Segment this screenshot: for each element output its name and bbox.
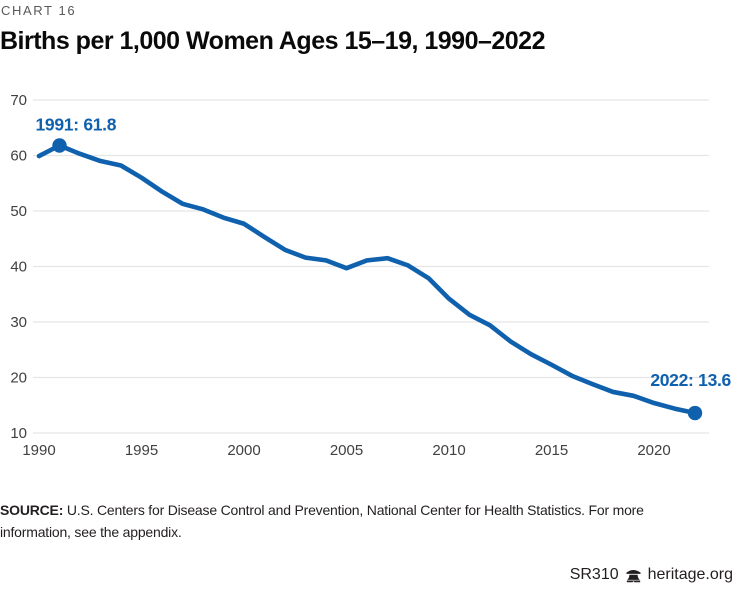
x-tick-label: 2010 xyxy=(432,442,465,459)
annotation-label: 1991: 61.8 xyxy=(36,115,117,135)
report-footer: SR310 heritage.org xyxy=(570,566,733,584)
trend-line xyxy=(36,143,698,416)
x-tick-label: 2020 xyxy=(637,442,670,459)
chart-number-label: CHART 16 xyxy=(1,3,77,18)
y-tick-label: 30 xyxy=(10,314,27,331)
x-tick-label: 1990 xyxy=(22,442,55,459)
x-tick-label: 2000 xyxy=(227,442,260,459)
source-line-2: information, see the appendix. xyxy=(0,523,182,540)
y-tick-label: 50 xyxy=(10,203,27,220)
liberty-bell-icon xyxy=(626,569,641,583)
y-tick-label: 60 xyxy=(10,148,27,165)
x-tick-label: 2015 xyxy=(535,442,568,459)
y-tick-label: 40 xyxy=(10,259,27,276)
org-link[interactable]: heritage.org xyxy=(647,566,733,583)
y-tick-label: 20 xyxy=(10,370,27,387)
y-tick-label: 10 xyxy=(10,425,27,442)
chart-title: Births per 1,000 Women Ages 15–19, 1990–… xyxy=(0,27,546,55)
data-point-marker xyxy=(52,138,67,153)
x-tick-label: 2005 xyxy=(330,442,363,459)
source-label: SOURCE: xyxy=(0,502,64,518)
data-point-marker xyxy=(687,405,703,421)
source-note: SOURCE: U.S. Centers for Disease Control… xyxy=(0,500,734,543)
y-tick-label: 70 xyxy=(10,92,27,109)
x-tick-label: 1995 xyxy=(125,442,158,459)
report-id: SR310 xyxy=(569,566,619,583)
annotation-label: 2022: 13.6 xyxy=(650,370,731,390)
source-text-1: U.S. Centers for Disease Control and Pre… xyxy=(66,502,644,518)
source-line-1: SOURCE: U.S. Centers for Disease Control… xyxy=(0,500,734,522)
line-chart: 10 20 30 40 50 60 70 1990 1995 2000 2005 2010 2015 20… xyxy=(10,92,732,459)
